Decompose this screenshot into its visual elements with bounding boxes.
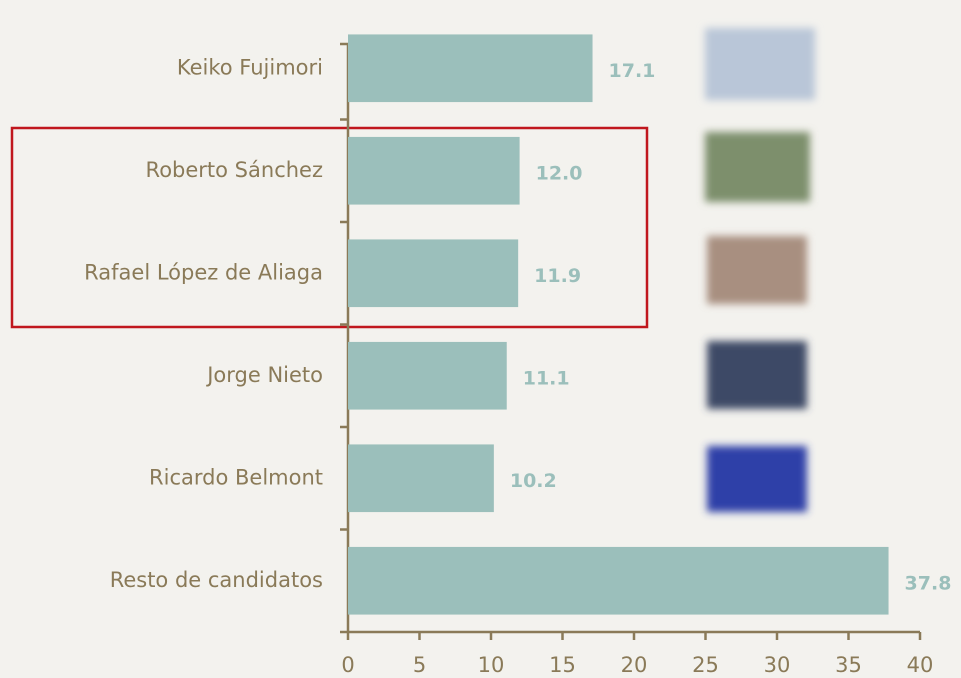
chart: 0 5 10 15 20 25 30 35 40 Keiko Fujimori 17.1 Robert… <box>0 0 961 678</box>
highlight-box <box>12 128 647 327</box>
x-tick-label: 0 <box>341 653 354 677</box>
bar <box>348 34 593 102</box>
bar <box>348 239 518 307</box>
bar <box>348 342 507 410</box>
photo <box>707 446 807 512</box>
y-tick-label: Jorge Nieto <box>205 363 323 387</box>
photo <box>705 28 815 100</box>
x-tick-label: 15 <box>549 653 576 677</box>
photo <box>705 132 810 202</box>
x-tick-label: 10 <box>478 653 505 677</box>
photo <box>707 236 807 304</box>
x-tick-label: 5 <box>413 653 426 677</box>
value-label: 11.1 <box>523 367 570 389</box>
photo <box>707 341 807 409</box>
y-tick-label: Resto de candidatos <box>110 568 323 592</box>
x-tick-label: 40 <box>907 653 934 677</box>
value-label: 37.8 <box>905 572 952 594</box>
x-tick-label: 20 <box>621 653 648 677</box>
bar <box>348 444 494 512</box>
value-label: 10.2 <box>510 470 557 492</box>
value-label: 12.0 <box>536 162 583 184</box>
bar <box>348 547 889 615</box>
page: {"chart_data": {"type": "barh", "categor… <box>0 0 961 678</box>
bar <box>348 137 520 205</box>
x-tick-label: 35 <box>835 653 862 677</box>
y-tick-label: Ricardo Belmont <box>149 465 323 489</box>
value-label: 11.9 <box>534 265 581 287</box>
photos <box>705 28 815 512</box>
value-label: 17.1 <box>609 60 656 82</box>
y-tick-label: Rafael López de Aliaga <box>84 260 323 284</box>
x-tick-label: 25 <box>692 653 719 677</box>
y-tick-label: Keiko Fujimori <box>177 55 323 79</box>
x-tick-label: 30 <box>764 653 791 677</box>
y-tick-label: Roberto Sánchez <box>146 158 323 182</box>
